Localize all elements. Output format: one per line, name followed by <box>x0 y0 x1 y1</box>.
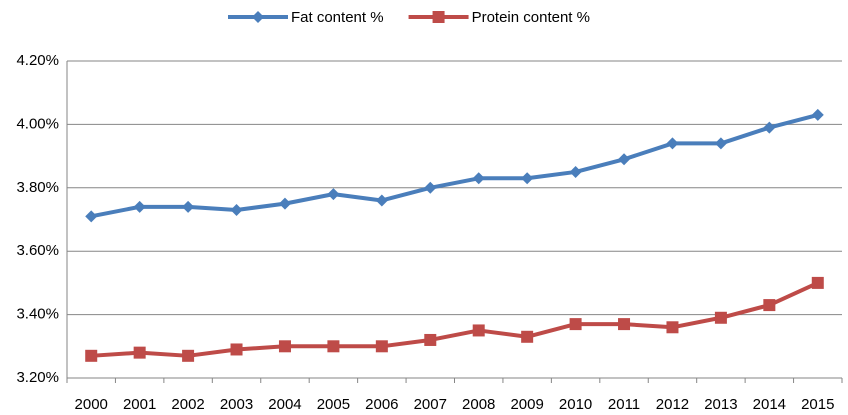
y-tick-label: 3.20% <box>16 369 59 386</box>
marker <box>472 172 485 185</box>
marker <box>278 197 291 210</box>
marker <box>714 137 727 150</box>
line <box>91 281 819 358</box>
marker <box>811 108 824 121</box>
marker <box>182 349 195 362</box>
x-tick-label: 2007 <box>414 396 447 413</box>
marker <box>569 165 582 178</box>
x-tick-label: 2012 <box>656 396 689 413</box>
y-tick-label: 3.80% <box>16 179 59 196</box>
marker <box>252 11 264 23</box>
marker <box>472 324 485 337</box>
marker <box>763 121 776 134</box>
marker <box>85 349 98 362</box>
marker <box>375 194 388 207</box>
line <box>90 112 819 219</box>
x-tick-label: 2005 <box>317 396 350 413</box>
marker <box>666 137 679 150</box>
series <box>85 108 824 223</box>
y-tick-label: 4.20% <box>16 52 59 69</box>
marker <box>230 343 243 356</box>
marker <box>666 321 679 334</box>
y-tick-label: 3.40% <box>16 306 59 323</box>
marker <box>375 340 388 353</box>
marker <box>521 172 534 185</box>
marker <box>133 346 146 359</box>
legend-label: Fat content % <box>291 9 384 26</box>
x-tick-label: 2009 <box>510 396 543 413</box>
legend-label: Protein content % <box>472 9 590 26</box>
marker <box>569 318 582 331</box>
marker <box>230 203 243 216</box>
marker <box>85 210 98 223</box>
marker <box>618 318 631 331</box>
marker <box>327 340 340 353</box>
x-tick-label: 2002 <box>171 396 204 413</box>
marker <box>182 200 195 213</box>
x-tick-label: 2003 <box>220 396 253 413</box>
x-tick-label: 2015 <box>801 396 834 413</box>
x-tick-label: 2001 <box>123 396 156 413</box>
marker <box>618 153 631 166</box>
marker <box>432 11 445 23</box>
x-tick-label: 2014 <box>753 396 786 413</box>
marker <box>278 340 291 353</box>
x-tick-label: 2006 <box>365 396 398 413</box>
marker <box>521 330 534 343</box>
y-tick-label: 4.00% <box>16 115 59 132</box>
x-tick-label: 2010 <box>559 396 592 413</box>
x-tick-label: 2004 <box>268 396 301 413</box>
marker <box>763 299 776 312</box>
x-tick-label: 2013 <box>704 396 737 413</box>
x-tick-label: 2000 <box>75 396 108 413</box>
series <box>85 276 824 362</box>
y-tick-label: 3.60% <box>16 242 59 259</box>
marker <box>327 188 340 201</box>
x-tick-label: 2011 <box>608 396 640 413</box>
marker <box>424 181 437 194</box>
marker <box>714 311 727 324</box>
legend-item: Fat content % <box>228 9 384 26</box>
legend-item: Protein content % <box>408 9 590 26</box>
marker <box>133 200 146 213</box>
x-tick-label: 2008 <box>462 396 495 413</box>
marker <box>811 276 824 289</box>
marker <box>424 333 437 346</box>
